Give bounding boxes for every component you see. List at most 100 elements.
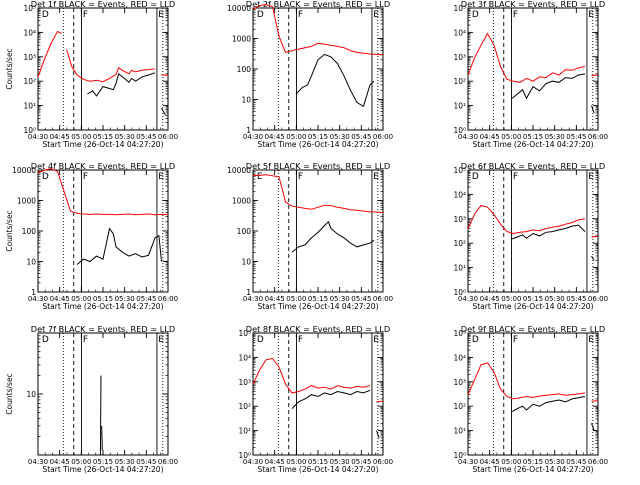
y-tick-label: 10¹	[23, 102, 36, 111]
y-tick-label: 10⁵	[23, 4, 36, 13]
region-label: F	[513, 172, 518, 182]
region-label: E	[588, 335, 594, 345]
y-tick-label: 10³	[238, 378, 251, 387]
events-series-line	[87, 73, 155, 96]
lld-series-line	[468, 206, 585, 234]
y-tick-label: 10	[26, 258, 36, 267]
chart-panel-4: Det 4f BLACK = Events, RED = LLD11010010…	[5, 161, 178, 311]
y-tick-label: 10²	[453, 239, 466, 248]
plot-frame	[38, 8, 168, 130]
lld-series-line	[253, 359, 370, 393]
events-series-line	[162, 108, 166, 115]
y-tick-label: 10³	[23, 53, 36, 62]
y-tick-label: 100	[237, 65, 252, 74]
x-axis-label: Start Time (26-Oct-14 04:27:20)	[472, 140, 593, 149]
region-label: E	[373, 10, 379, 20]
x-axis-label: Start Time (26-Oct-14 04:27:20)	[257, 465, 378, 474]
events-series-line	[592, 256, 595, 260]
y-tick-label: 1000	[17, 197, 36, 206]
chart-panel-2: Det 2f BLACK = Events, RED = LLD11010010…	[227, 0, 393, 149]
x-axis-label: Start Time (26-Oct-14 04:27:20)	[257, 302, 378, 311]
y-tick-label: 10¹	[453, 102, 466, 111]
chart-panel-1: Det 1f BLACK = Events, RED = LLD10⁰10¹10…	[5, 0, 178, 149]
y-tick-label: 10000	[12, 166, 36, 175]
region-label: E	[257, 172, 263, 182]
events-series-line	[100, 376, 101, 455]
y-axis-label: Counts/sec	[5, 210, 14, 251]
region-label: F	[298, 10, 303, 20]
y-tick-label: 100	[22, 227, 37, 236]
region-label: E	[158, 172, 164, 182]
y-tick-label: 10⁵	[453, 166, 466, 175]
y-tick-label: 100	[237, 227, 252, 236]
region-label: F	[298, 335, 303, 345]
region-label: E	[373, 335, 379, 345]
events-series-line	[102, 426, 103, 450]
x-axis-label: Start Time (26-Oct-14 04:27:20)	[472, 465, 593, 474]
region-label: D	[42, 335, 49, 345]
y-tick-label: 1000	[232, 197, 251, 206]
lld-series-line	[592, 75, 599, 76]
y-axis-label: Counts/sec	[5, 48, 14, 89]
plot-frame	[468, 170, 598, 292]
chart-panel-8: Det 8f BLACK = Events, RED = LLD10⁰10¹10…	[238, 324, 393, 474]
y-tick-label: 10	[241, 258, 251, 267]
x-axis-label: Start Time (26-Oct-14 04:27:20)	[42, 302, 163, 311]
y-tick-label: 10¹	[238, 427, 251, 436]
region-label: D	[42, 10, 49, 20]
region-label: F	[513, 10, 518, 20]
chart-panel-6: Det 6f BLACK = Events, RED = LLD10⁰10¹10…	[453, 161, 608, 311]
plot-frame	[253, 8, 383, 130]
y-tick-label: 10⁴	[453, 190, 466, 199]
y-tick-label: 10⁵	[238, 329, 251, 338]
region-label: D	[472, 335, 479, 345]
events-series-line	[512, 74, 585, 98]
lld-series-line	[38, 31, 61, 77]
events-series-line	[512, 397, 585, 412]
plot-frame	[253, 333, 383, 455]
region-label: E	[588, 172, 594, 182]
region-label: D	[42, 172, 49, 182]
y-tick-label: 10000	[227, 4, 251, 13]
region-label: D	[257, 10, 264, 20]
lld-series-line	[592, 401, 599, 402]
region-label: D	[257, 335, 264, 345]
events-series-line	[292, 222, 374, 253]
y-tick-label: 10²	[23, 77, 36, 86]
plot-frame	[468, 8, 598, 130]
y-tick-label: 10³	[453, 53, 466, 62]
x-axis-label: Start Time (26-Oct-14 04:27:20)	[42, 140, 163, 149]
region-label: D	[472, 10, 479, 20]
region-label: F	[298, 172, 303, 182]
y-tick-label: 10⁴	[453, 353, 466, 362]
region-label: F	[83, 172, 88, 182]
y-tick-label: 10000	[227, 166, 251, 175]
events-series-line	[77, 229, 162, 265]
y-tick-label: 10²	[453, 402, 466, 411]
lld-series-line	[468, 363, 585, 399]
y-tick-label: 10¹	[453, 427, 466, 436]
chart-panel-5: Det 5f BLACK = Events, RED = LLD11010010…	[227, 161, 393, 311]
y-tick-label: 10⁴	[238, 353, 251, 362]
plot-frame	[253, 170, 383, 292]
events-series-line	[292, 390, 370, 408]
region-label: F	[83, 10, 88, 20]
lld-series-line	[38, 169, 168, 215]
region-label: F	[83, 335, 88, 345]
y-tick-label: 1000	[232, 35, 251, 44]
y-tick-label: 10⁵	[453, 4, 466, 13]
lld-series-line	[377, 401, 384, 402]
x-axis-label: Start Time (26-Oct-14 04:27:20)	[257, 140, 378, 149]
events-series-line	[377, 431, 380, 438]
y-axis-label: Counts/sec	[5, 373, 14, 414]
y-tick-label: 10⁴	[453, 28, 466, 37]
y-tick-label: 10	[26, 390, 36, 399]
region-label: D	[472, 172, 479, 182]
y-tick-label: 10	[241, 96, 251, 105]
region-label: F	[513, 335, 518, 345]
lld-series-line	[253, 175, 383, 213]
plot-frame	[38, 170, 168, 292]
